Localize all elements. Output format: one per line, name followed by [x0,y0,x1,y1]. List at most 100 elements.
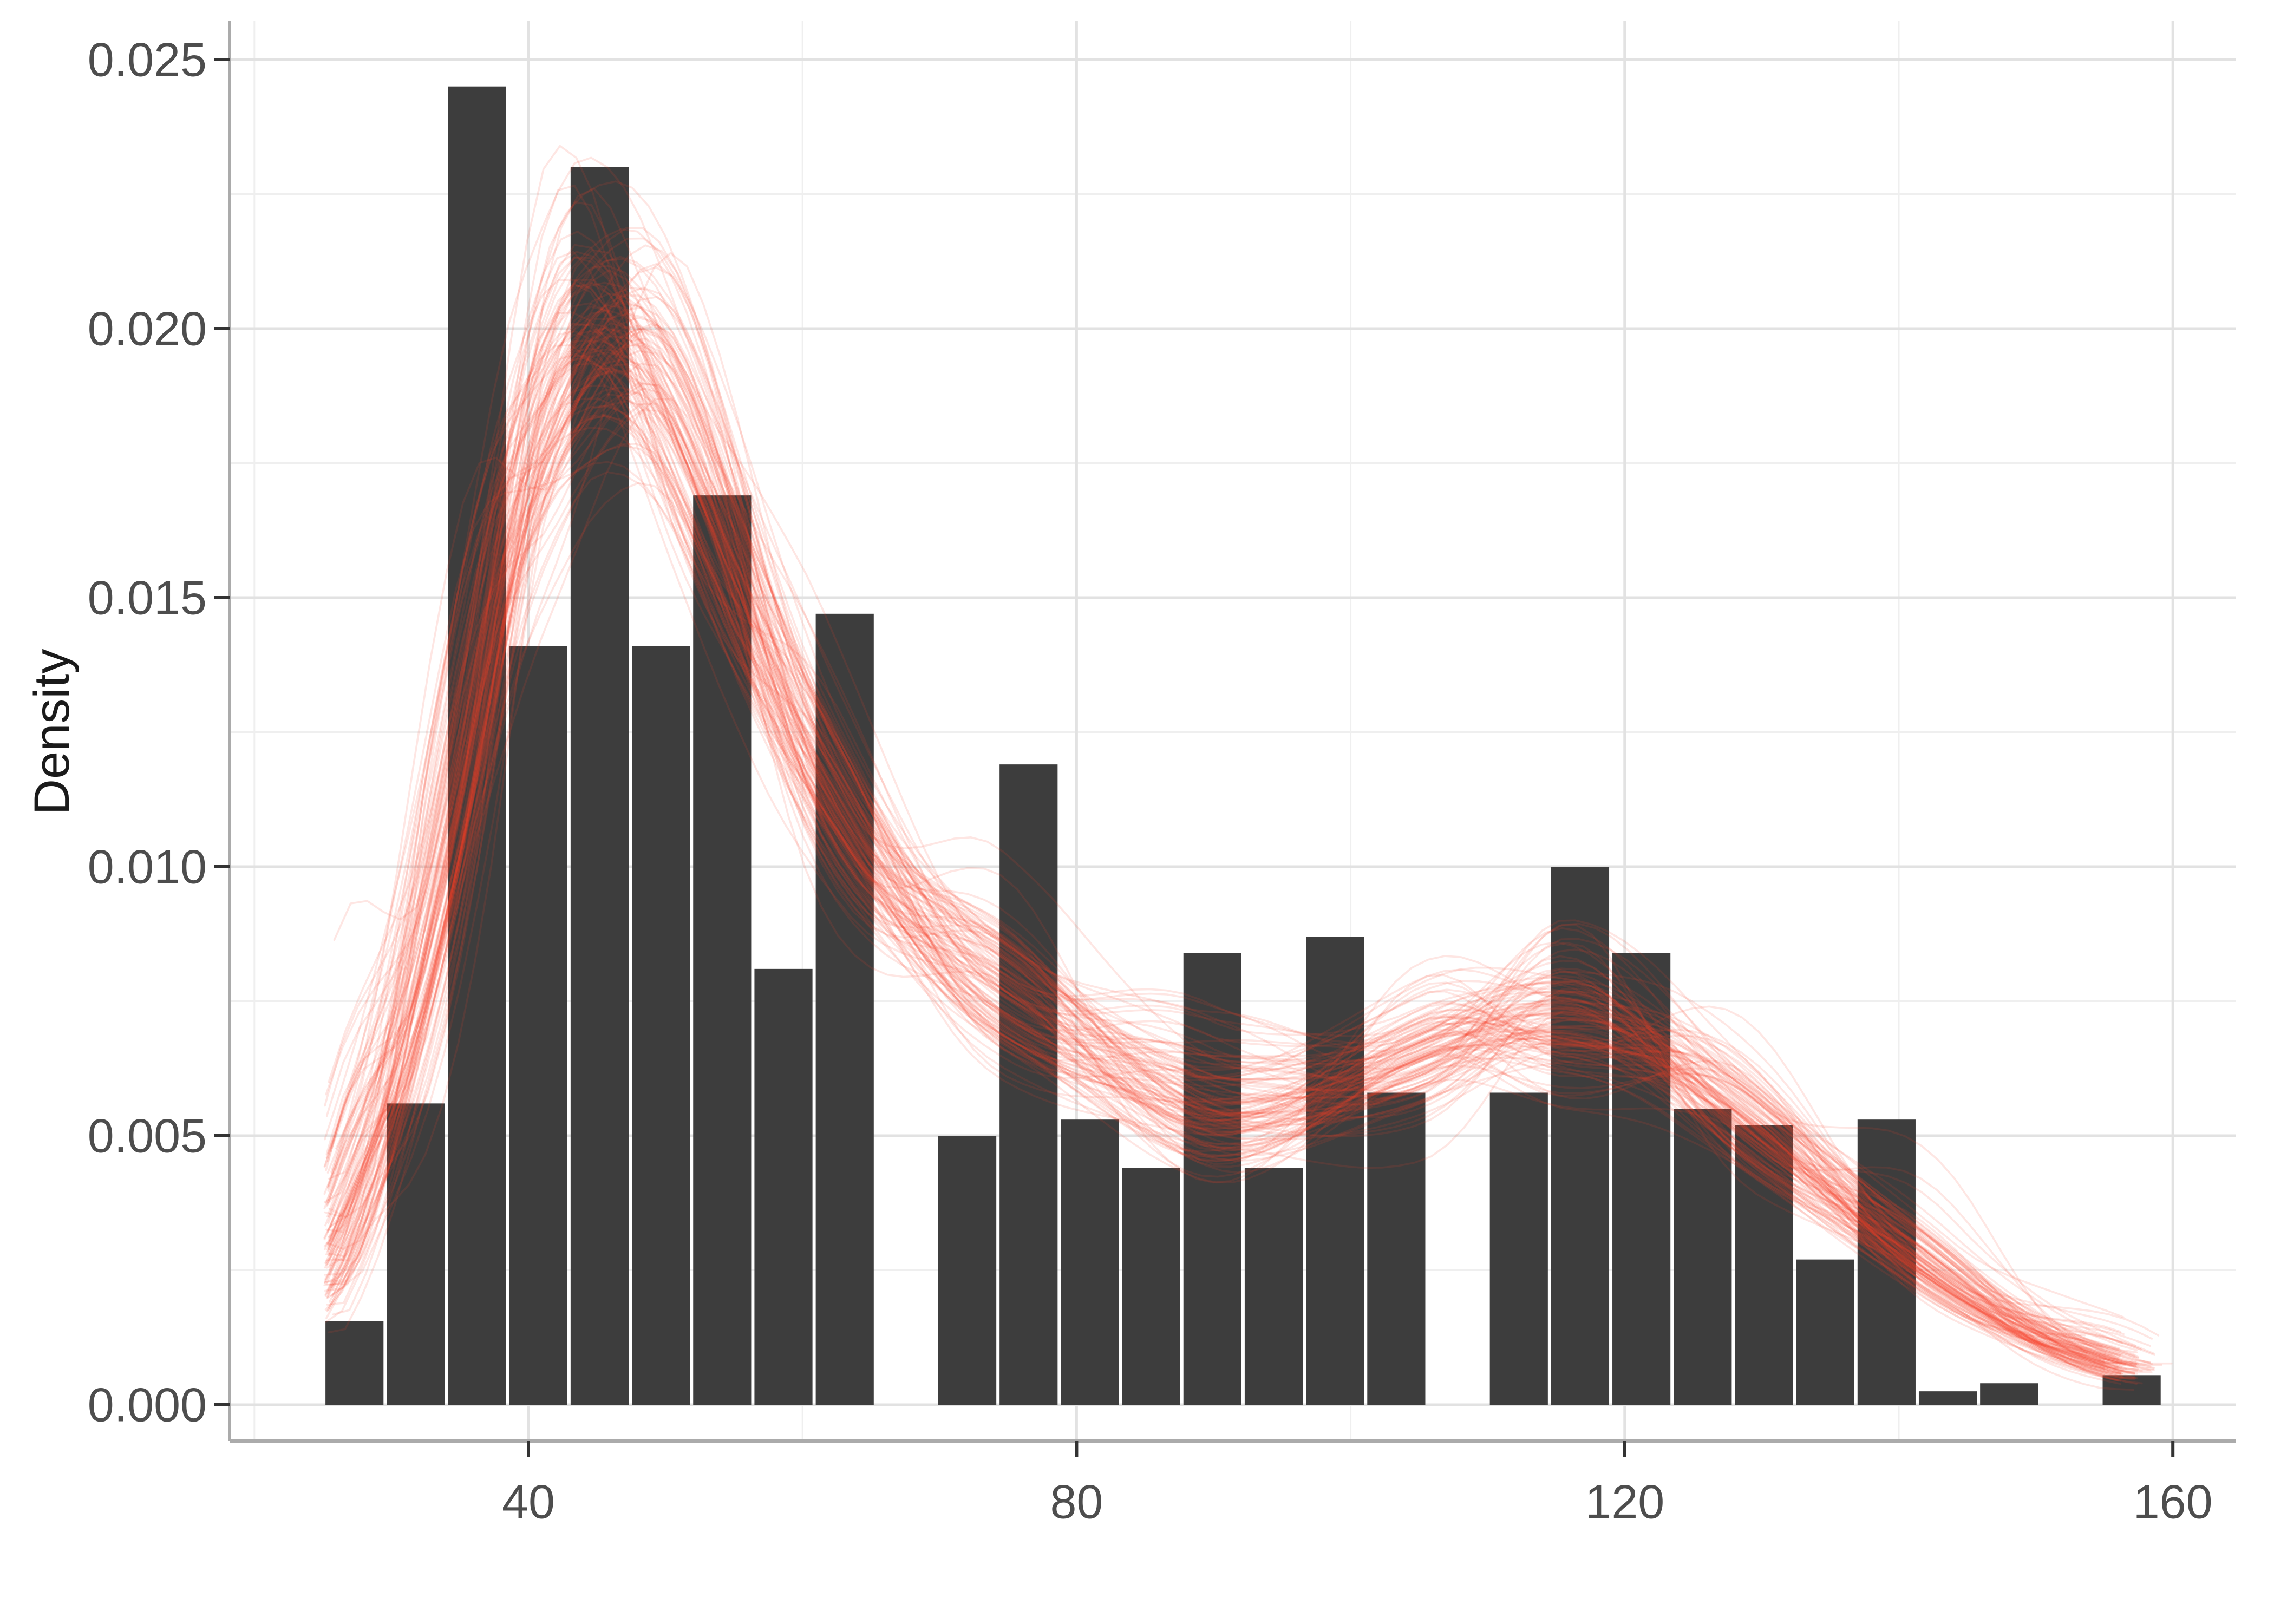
posterior-draw-curve [332,363,2127,1370]
histogram-bar [1918,1391,1977,1405]
posterior-draw-curve [324,327,2119,1382]
posterior-draw-curve [327,461,2122,1385]
posterior-draw-curve [326,348,2105,1366]
histogram-bar [999,764,1058,1405]
x-tick-label: 160 [2133,1475,2213,1529]
posterior-draw-curve [327,256,2138,1372]
histogram-bars [325,86,2161,1405]
posterior-draw-curve [329,383,2107,1359]
posterior-draw-curve [324,322,2119,1351]
posterior-density-curves [323,145,2173,1391]
posterior-draw-curve [328,344,2139,1359]
posterior-draw-curve [331,367,2126,1366]
histogram-bar [815,613,874,1405]
posterior-draw-curve [328,335,2123,1374]
histogram-bar [1674,1109,1732,1405]
posterior-draw-curve [326,283,2088,1355]
histogram-bar [1306,937,1364,1405]
posterior-draw-curve [326,256,2121,1333]
histogram-bar [1980,1383,2038,1405]
posterior-draw-curve [324,415,2135,1374]
posterior-draw-curve [330,322,2125,1318]
posterior-draw-curve [328,330,2123,1367]
y-tick-label: 0.000 [88,1378,207,1432]
posterior-draw-curve [328,265,2139,1365]
posterior-draw-curve [334,369,2113,1356]
histogram-bar [448,86,506,1405]
posterior-draw-curve [330,387,2109,1371]
posterior-draw-curve [325,251,2088,1354]
histogram-bar [1061,1119,1119,1405]
histogram-bar [1489,1092,1548,1405]
posterior-draw-curve [328,409,2107,1365]
posterior-draw-curve [325,302,2136,1347]
posterior-draw-curve [325,427,2137,1379]
axis-tick-marks [214,58,2175,1457]
axis-lines [228,21,2236,1443]
histogram-bar [1735,1125,1793,1405]
histogram-bar [387,1103,445,1405]
posterior-draw-curve [327,309,2155,1371]
posterior-draw-curve [326,393,2138,1365]
posterior-draw-curve [326,263,2121,1374]
posterior-draw-curve [324,252,2102,1348]
posterior-draw-curve [324,358,2151,1347]
posterior-draw-curve [329,145,2173,1365]
posterior-draw-curve [327,279,2138,1375]
posterior-draw-curve [325,281,2136,1356]
histogram-bar [570,167,629,1405]
posterior-draw-curve [327,156,2122,1374]
posterior-draw-curve [324,323,2135,1380]
posterior-draw-curve [326,244,2122,1357]
posterior-draw-curve [325,311,2103,1370]
posterior-draw-curve [328,292,2155,1369]
posterior-draw-curve [326,305,2138,1385]
posterior-draw-curve [324,391,2135,1374]
posterior-draw-curve [326,355,2121,1382]
posterior-draw-curve [324,228,2119,1356]
histogram-bar [2102,1375,2161,1405]
posterior-draw-curve [329,279,2123,1345]
posterior-draw-curve [324,384,2119,1371]
posterior-draw-curve [325,350,2153,1365]
posterior-draw-curve [326,296,2105,1363]
y-tick-label: 0.020 [88,302,207,356]
posterior-draw-curve [324,316,2119,1359]
histogram-bar [632,646,690,1405]
posterior-draw-curve [325,330,2120,1358]
posterior-draw-curve [325,328,2120,1368]
y-tick-label: 0.015 [88,571,207,625]
posterior-draw-curve [329,227,2124,1379]
posterior-draw-curve [328,306,2155,1355]
histogram-bar [509,646,567,1405]
posterior-draw-curve [326,444,2138,1365]
histogram-bar [1857,1119,1916,1405]
posterior-draw-curve [324,344,2119,1360]
posterior-draw-curve [331,335,2126,1365]
histogram-bar [325,1321,384,1405]
posterior-draw-curve [328,353,2139,1370]
posterior-draw-curve [324,414,2086,1359]
histogram-bar [1367,1092,1426,1405]
posterior-draw-curve [326,402,2138,1368]
posterior-draw-curve [330,187,2125,1378]
posterior-draw-curve [325,398,2153,1340]
posterior-draw-curve [323,386,2085,1341]
histogram-bar [693,495,752,1405]
posterior-draw-curve [327,363,2138,1379]
posterior-draw-curve [327,300,2106,1370]
posterior-draw-curve [324,327,2119,1365]
posterior-draw-curve [325,266,2120,1350]
posterior-draw-curve [328,362,2122,1369]
posterior-draw-curve [332,337,2143,1372]
histogram-bar [1551,867,1610,1405]
x-tick-labels: 40 80 120 160 [502,1475,2213,1529]
posterior-draw-curve [325,351,2120,1361]
posterior-draw-curve [326,405,2105,1376]
posterior-draw-curve [330,231,2125,1371]
posterior-draw-curve [327,201,2155,1370]
posterior-draw-curve [324,356,2135,1378]
posterior-draw-curve [324,339,2119,1368]
